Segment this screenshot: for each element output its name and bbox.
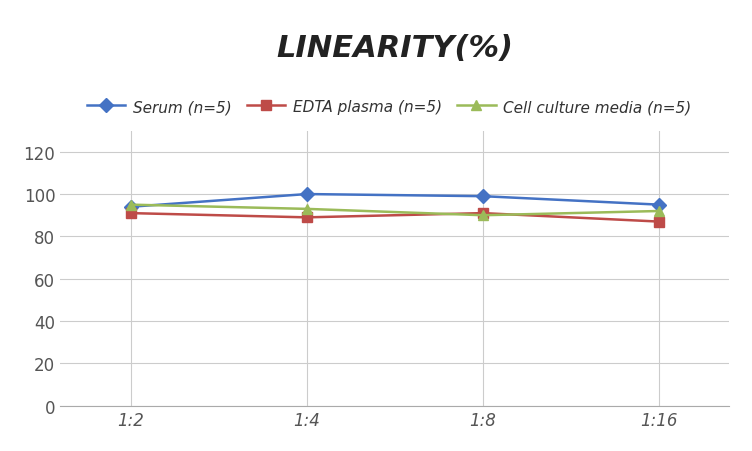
Line: Cell culture media (n=5): Cell culture media (n=5): [126, 200, 664, 221]
Serum (n=5): [478, 194, 487, 199]
EDTA plasma (n=5): [126, 211, 135, 216]
EDTA plasma (n=5): [478, 211, 487, 216]
Serum (n=5): [302, 192, 311, 198]
Line: Serum (n=5): Serum (n=5): [126, 190, 664, 212]
Cell culture media (n=5): [478, 213, 487, 218]
EDTA plasma (n=5): [302, 215, 311, 221]
Cell culture media (n=5): [654, 209, 663, 214]
Cell culture media (n=5): [302, 207, 311, 212]
Line: EDTA plasma (n=5): EDTA plasma (n=5): [126, 209, 664, 227]
Legend: Serum (n=5), EDTA plasma (n=5), Cell culture media (n=5): Serum (n=5), EDTA plasma (n=5), Cell cul…: [81, 94, 698, 121]
Serum (n=5): [126, 205, 135, 210]
Cell culture media (n=5): [126, 202, 135, 208]
Serum (n=5): [654, 202, 663, 208]
Text: LINEARITY(%): LINEARITY(%): [276, 34, 514, 63]
EDTA plasma (n=5): [654, 219, 663, 225]
